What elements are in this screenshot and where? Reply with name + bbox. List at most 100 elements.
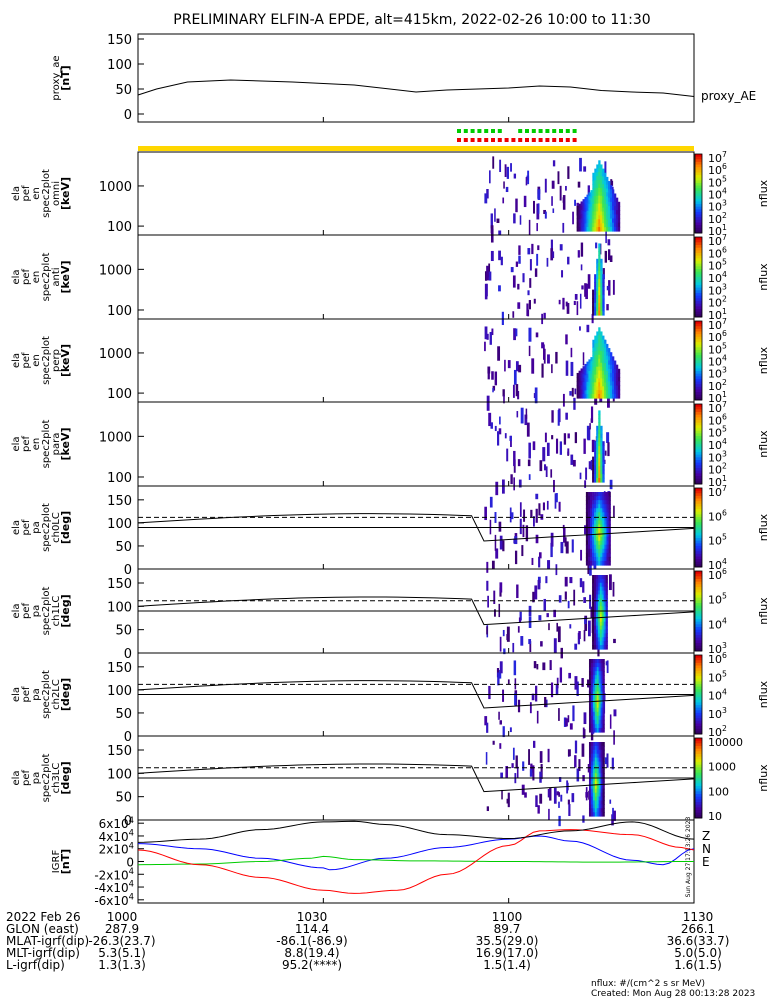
spec-pa-ch0-cell [606, 556, 609, 562]
spec-en-perp-cell [594, 339, 597, 344]
spec-en-omni-cell [604, 184, 607, 189]
spec-pa-ch1-colorbar-cell [695, 581, 702, 585]
spec-en-omni-cell [612, 197, 615, 203]
spec-en-perp-cell [598, 350, 601, 356]
spec-pa-ch0-cell [587, 500, 591, 505]
spec-pa-ch2-cell [613, 709, 617, 717]
spec-en-anti-cell [580, 242, 584, 257]
spec-pa-ch2-cell [600, 667, 603, 672]
spec-pa-ch0-cell [608, 504, 611, 509]
spec-pa-ch0-cell [592, 520, 595, 526]
spec-en-para-colorbar-cell [695, 446, 702, 450]
spec-pa-ch2-cell [590, 679, 594, 684]
quality-mark-red [491, 138, 495, 142]
spec-pa-ch0-cell [598, 536, 601, 542]
spec-en-para-frame [137, 401, 695, 487]
spec-pa-ch3-cell [590, 808, 594, 813]
spec-en-perp-cell [580, 385, 583, 391]
spec-pa-ch3-colorbar-cell [695, 810, 702, 814]
spec-en-perp-colorbar-tick-label: 104 [708, 354, 727, 369]
spec-en-omni-colorbar-cell [695, 204, 702, 208]
spec-pa-ch0-cell [606, 492, 609, 497]
spec-pa-ch1-cell [601, 578, 605, 584]
spec-en-omni-cell [586, 202, 589, 208]
spec-pa-ch3-colorbar-cell [695, 738, 702, 742]
spec-pa-ch0-heatmap [484, 491, 615, 576]
spec-en-para-cell [598, 462, 601, 467]
spec-pa-ch1-cell [601, 610, 605, 615]
spec-pa-ch1-cell [603, 625, 606, 631]
spec-en-perp-cell [610, 393, 613, 399]
spec-pa-ch1-cell [534, 585, 538, 600]
spec-pa-ch0-cell [587, 536, 591, 542]
spec-en-anti-colorbar-cell [695, 269, 702, 273]
spec-pa-ch0-cell [589, 560, 592, 576]
spec-pa-ch0-colorbar-cell [695, 543, 702, 547]
spec-en-omni-ylabel-line: [keV] [59, 177, 72, 210]
spec-pa-ch2-cell [588, 675, 592, 680]
spec-pa-ch2-cell [574, 676, 578, 690]
spec-en-perp-cell [615, 372, 619, 378]
spec-en-omni-cell [600, 172, 603, 177]
spec-en-anti-cell [500, 256, 503, 266]
spec-en-omni-colorbar-cell [695, 164, 702, 168]
spec-pa-ch3-cell [588, 742, 592, 747]
spec-pa-ch3-colorbar-cell [695, 815, 702, 819]
spec-pa-ch1-cell [593, 582, 597, 588]
spec-en-anti-colorbar-tick-label: 107 [708, 233, 727, 248]
spec-en-perp-colorbar-cell [695, 381, 702, 385]
spec-pa-ch0-cell [602, 536, 605, 542]
spec-en-omni-cell [580, 209, 583, 215]
spec-en-perp-cell [602, 374, 605, 380]
spec-pa-ch0-cell [604, 516, 607, 521]
spec-pa-ch1-cell [603, 582, 606, 588]
spec-en-omni-colorbar-tick-label: 105 [708, 174, 727, 189]
spec-en-perp-cell [586, 381, 589, 387]
spec-en-perp-cell [613, 364, 617, 370]
spec-pa-ch2-cell [592, 683, 596, 688]
spec-en-para-cell [594, 477, 597, 483]
spec-pa-ch3-cell [558, 777, 562, 782]
quality-mark-green [565, 129, 570, 133]
spec-pa-ch3-cell [602, 792, 605, 798]
spec-en-omni-cell [610, 179, 613, 192]
spec-en-para-colorbar-tick-label: 103 [708, 449, 727, 464]
spec-pa-ch2-cell [536, 710, 539, 724]
spec-en-perp-cell [570, 361, 574, 377]
spec-pa-ch0-colorbar-cell [695, 527, 702, 531]
spec-en-omni-colorbar-frame [694, 153, 703, 234]
spec-en-omni-colorbar-cell [695, 214, 702, 218]
spec-en-para-cell [603, 459, 606, 465]
spec-en-perp-ytick-label: 100 [107, 387, 132, 402]
spec-pa-ch3-cell [598, 769, 601, 774]
spec-pa-ch0-colorbar-tick-label: 105 [708, 533, 727, 548]
quality-mark-red [457, 138, 461, 142]
spec-pa-ch0-cell [606, 512, 609, 517]
spec-en-para-cell [589, 423, 591, 430]
spec-pa-ch3-cell [598, 800, 601, 805]
spec-en-perp-cell [600, 354, 603, 360]
spec-pa-ch2-cell [594, 711, 598, 717]
spec-en-perp-cell [576, 385, 579, 391]
spec-en-omni-cell [598, 191, 601, 197]
spec-pa-ch2-cell [488, 685, 491, 700]
spec-pa-ch1-cell [564, 576, 568, 587]
spec-en-anti-cell [606, 285, 610, 291]
spec-en-omni-cell [610, 222, 613, 228]
spec-pa-ch2-colorbar-cell [695, 728, 702, 732]
spec-en-perp-colorbar-tick-label: 105 [708, 341, 727, 356]
spec-en-para-cell [494, 425, 497, 432]
spec-pa-ch0-cell [587, 492, 591, 497]
spec-pa-ch0-cell [592, 544, 595, 550]
spec-en-perp-cell [588, 386, 591, 391]
spec-pa-ch1-cell [601, 606, 605, 611]
spec-en-omni-cell [502, 197, 505, 204]
spec-en-omni-cell [532, 200, 535, 214]
spec-pa-ch3-cell [592, 812, 596, 817]
spec-pa-ch2-cell [600, 723, 603, 729]
spec-en-para-cell [526, 422, 530, 437]
spec-pa-ch0-cell [606, 520, 609, 526]
spec-pa-ch0-cell [502, 540, 505, 552]
quality-mark-red [511, 138, 516, 142]
spec-en-para-colorbar-cell [695, 420, 702, 424]
